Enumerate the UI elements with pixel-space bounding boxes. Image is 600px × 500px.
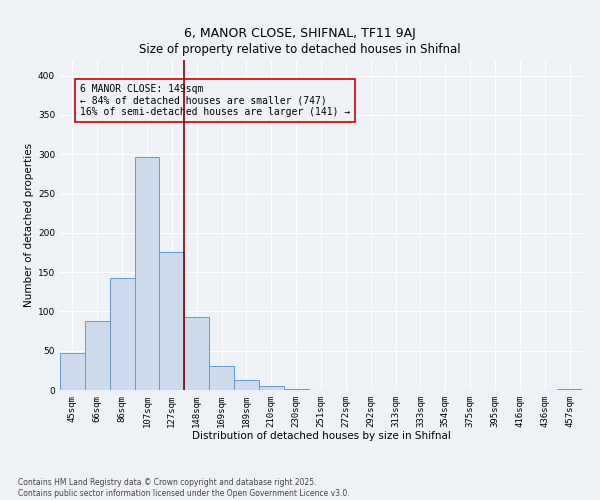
Y-axis label: Number of detached properties: Number of detached properties <box>24 143 34 307</box>
Text: 6, MANOR CLOSE, SHIFNAL, TF11 9AJ: 6, MANOR CLOSE, SHIFNAL, TF11 9AJ <box>184 28 416 40</box>
Bar <box>110 278 134 390</box>
Bar <box>134 156 160 390</box>
Text: Contains HM Land Registry data © Crown copyright and database right 2025.
Contai: Contains HM Land Registry data © Crown c… <box>18 478 350 498</box>
Bar <box>259 386 284 390</box>
Text: 6 MANOR CLOSE: 149sqm
← 84% of detached houses are smaller (747)
16% of semi-det: 6 MANOR CLOSE: 149sqm ← 84% of detached … <box>80 84 350 117</box>
Bar <box>557 389 582 390</box>
Bar <box>184 317 209 390</box>
Bar <box>209 366 234 390</box>
Bar <box>234 380 259 390</box>
X-axis label: Distribution of detached houses by size in Shifnal: Distribution of detached houses by size … <box>191 432 451 442</box>
Bar <box>85 321 110 390</box>
Bar <box>160 252 184 390</box>
Text: Size of property relative to detached houses in Shifnal: Size of property relative to detached ho… <box>139 42 461 56</box>
Bar <box>284 389 308 390</box>
Bar <box>60 353 85 390</box>
